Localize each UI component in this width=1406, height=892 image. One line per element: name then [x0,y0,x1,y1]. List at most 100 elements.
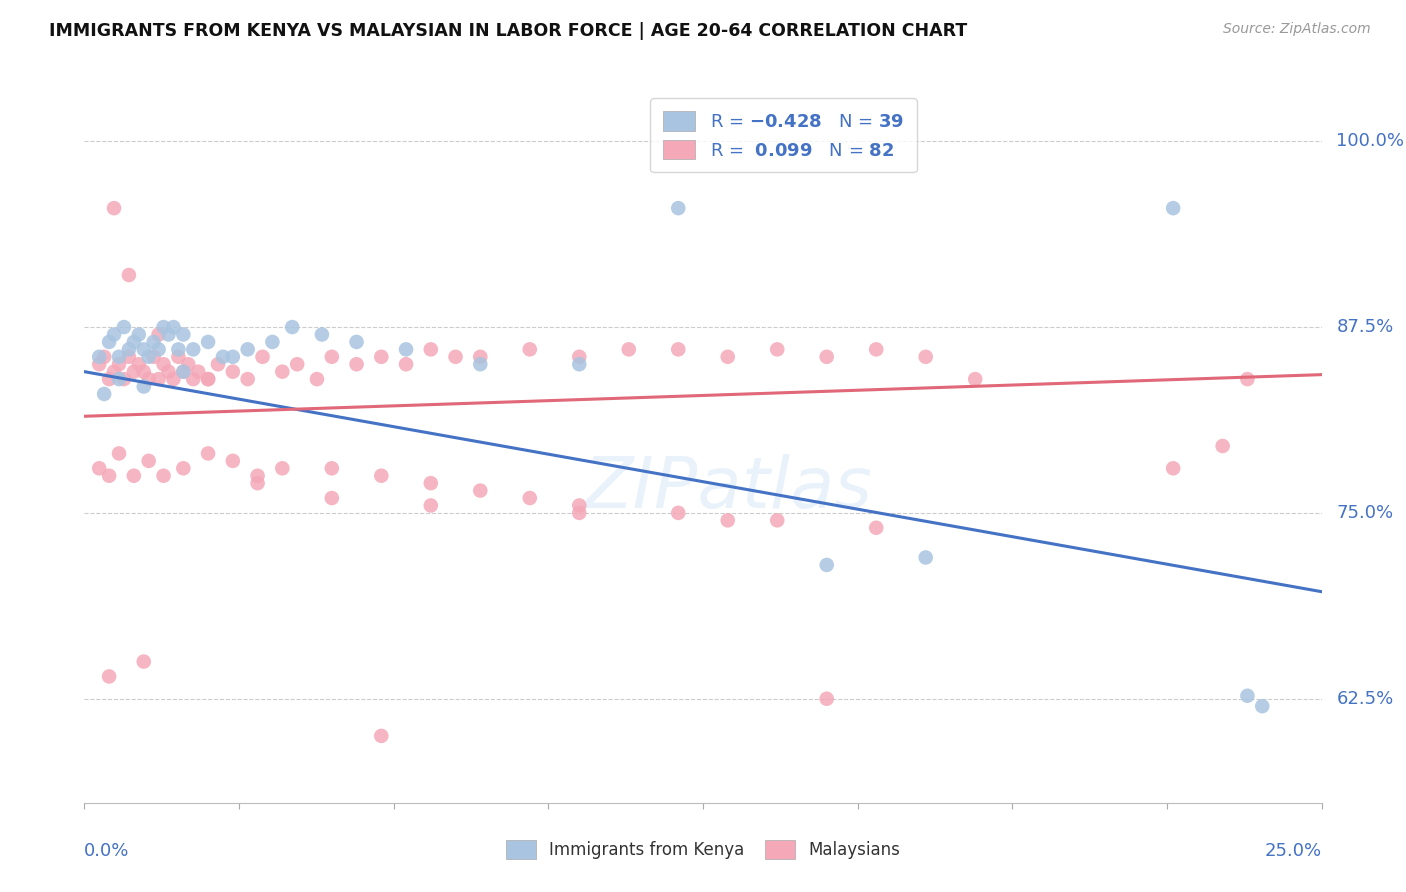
Point [914,550,936,565]
Point [666,343,689,357]
Point [321,461,343,475]
Point [236,343,259,357]
Point [346,334,368,349]
Point [419,499,441,513]
Point [568,357,591,371]
Point [122,334,145,349]
Point [717,513,740,527]
Point [222,365,245,379]
Point [103,201,125,215]
Point [118,350,141,364]
Point [1161,201,1184,215]
Point [172,365,194,379]
Point [470,357,492,371]
Point [246,476,269,491]
Point [108,446,131,460]
Point [152,468,174,483]
Point [177,357,200,371]
Point [519,491,541,505]
Point [167,350,190,364]
Point [419,343,441,357]
Point [148,343,170,357]
Point [162,372,184,386]
Point [157,327,180,342]
Point [112,372,135,386]
Point [311,327,333,342]
Point [305,372,328,386]
Point [118,268,141,282]
Point [181,343,204,357]
Point [246,468,269,483]
Legend: Immigrants from Kenya, Malaysians: Immigrants from Kenya, Malaysians [499,834,907,866]
Point [148,372,170,386]
Point [370,468,392,483]
Point [281,320,304,334]
Point [519,343,541,357]
Point [470,350,492,364]
Point [666,201,689,215]
Point [138,372,160,386]
Text: 87.5%: 87.5% [1337,318,1393,336]
Point [197,446,219,460]
Point [172,327,194,342]
Point [89,357,111,371]
Point [815,691,838,706]
Point [118,343,141,357]
Point [181,372,204,386]
Point [568,350,591,364]
Point [142,350,165,364]
Point [444,350,467,364]
Point [197,372,219,386]
Point [815,350,838,364]
Point [93,387,115,401]
Point [222,350,245,364]
Point [766,513,789,527]
Point [108,350,131,364]
Point [470,483,492,498]
Text: IMMIGRANTS FROM KENYA VS MALAYSIAN IN LABOR FORCE | AGE 20-64 CORRELATION CHART: IMMIGRANTS FROM KENYA VS MALAYSIAN IN LA… [49,22,967,40]
Text: Source: ZipAtlas.com: Source: ZipAtlas.com [1223,22,1371,37]
Point [132,365,155,379]
Text: 100.0%: 100.0% [1337,132,1405,150]
Point [197,372,219,386]
Point [212,350,235,364]
Point [1251,699,1274,714]
Point [138,454,160,468]
Point [395,343,418,357]
Point [108,372,131,386]
Point [132,379,155,393]
Point [717,350,740,364]
Point [122,468,145,483]
Point [395,357,418,371]
Point [865,343,887,357]
Point [138,350,160,364]
Point [98,468,121,483]
Point [207,357,229,371]
Point [914,350,936,364]
Point [568,506,591,520]
Point [112,320,135,334]
Point [98,669,121,683]
Point [285,357,308,371]
Point [568,499,591,513]
Point [167,343,190,357]
Point [122,365,145,379]
Point [187,365,209,379]
Point [152,357,174,371]
Point [1161,461,1184,475]
Point [132,655,155,669]
Point [108,357,131,371]
Point [172,461,194,475]
Point [148,327,170,342]
Point [1236,689,1258,703]
Point [89,350,111,364]
Point [89,461,111,475]
Point [965,372,987,386]
Point [321,491,343,505]
Point [419,476,441,491]
Point [252,350,274,364]
Point [865,521,887,535]
Point [152,320,174,334]
Point [132,343,155,357]
Point [103,365,125,379]
